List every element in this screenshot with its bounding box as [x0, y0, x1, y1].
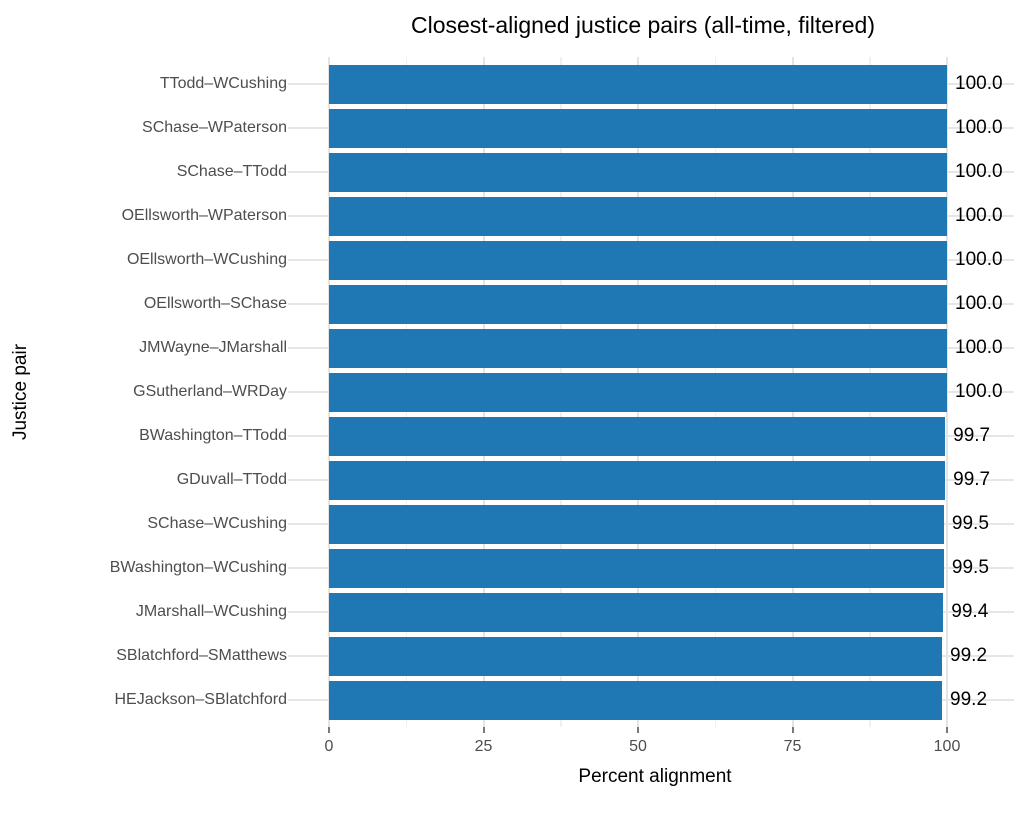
bar: [329, 372, 947, 412]
x-tick: [946, 727, 948, 733]
x-tick: [637, 727, 639, 733]
category-label: JMarshall–WCushing: [135, 603, 287, 620]
bar: [329, 460, 946, 500]
bar: [329, 196, 947, 236]
value-label: 100.0: [955, 381, 1003, 402]
bar: [329, 504, 944, 544]
category-label: SChase–WPaterson: [142, 119, 287, 136]
bar: [329, 328, 947, 368]
value-label: 99.7: [953, 469, 991, 490]
x-tick-label: 50: [629, 738, 647, 755]
x-tick-label: 100: [933, 738, 961, 755]
value-label: 100.0: [955, 337, 1003, 358]
x-tick: [482, 727, 485, 733]
category-label: SChase–TTodd: [176, 163, 287, 180]
bar: [329, 548, 944, 588]
x-tick-label: 25: [474, 738, 493, 755]
value-label: 100.0: [955, 73, 1003, 94]
bar: [329, 680, 943, 720]
category-label: JMWayne–JMarshall: [139, 339, 287, 356]
category-label: HEJackson–SBlatchford: [114, 691, 287, 708]
value-label: 99.4: [951, 601, 989, 622]
value-label: 100.0: [955, 117, 1003, 138]
bar: [329, 416, 946, 456]
chart-title: Closest-aligned justice pairs (all-time,…: [411, 12, 875, 38]
bar: [329, 636, 943, 676]
bar: [329, 592, 944, 632]
category-label: BWashington–WCushing: [109, 559, 287, 576]
value-label: 100.0: [955, 249, 1003, 270]
value-label: 99.5: [951, 557, 989, 578]
value-label: 100.0: [955, 161, 1003, 182]
category-label: OEllsworth–WPaterson: [121, 207, 287, 224]
value-label: 99.2: [950, 689, 988, 710]
x-axis-title: Percent alignment: [578, 766, 732, 787]
category-label: SBlatchford–SMatthews: [116, 647, 287, 664]
category-label: BWashington–TTodd: [139, 427, 287, 444]
bar: [329, 108, 947, 148]
value-label: 100.0: [955, 205, 1003, 226]
value-label: 99.7: [953, 425, 991, 446]
category-label: OEllsworth–SChase: [143, 295, 287, 312]
category-label: GSutherland–WRDay: [133, 383, 287, 400]
category-label: SChase–WCushing: [147, 515, 287, 532]
category-label: TTodd–WCushing: [159, 75, 287, 92]
bar: [329, 64, 947, 104]
value-label: 99.2: [950, 645, 988, 666]
category-label: OEllsworth–WCushing: [126, 251, 287, 268]
x-tick: [328, 727, 330, 733]
bar: [329, 152, 947, 192]
x-tick-label: 0: [324, 738, 334, 755]
bar: [329, 284, 947, 324]
value-label: 100.0: [955, 293, 1003, 314]
x-tick-label: 75: [783, 738, 802, 755]
bar: [329, 240, 947, 280]
category-label: GDuvall–TTodd: [176, 471, 287, 488]
value-label: 99.5: [951, 513, 989, 534]
x-tick: [791, 727, 794, 733]
